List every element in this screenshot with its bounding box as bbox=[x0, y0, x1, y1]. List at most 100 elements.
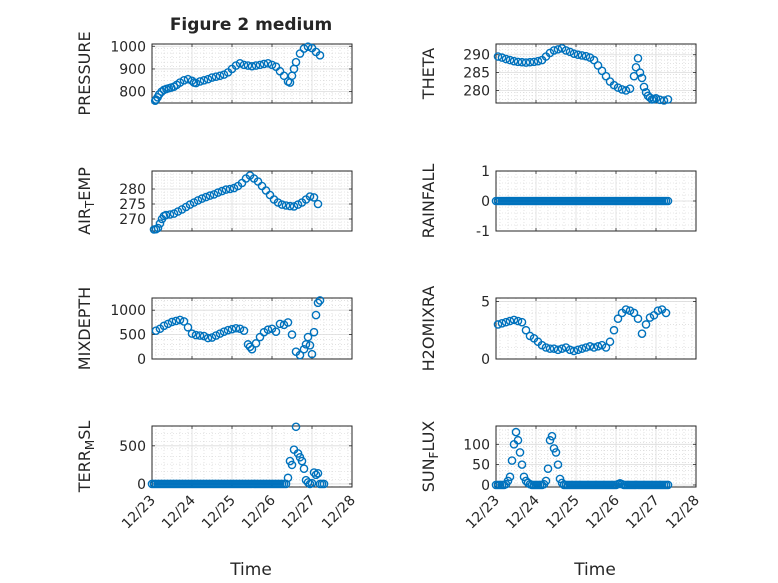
x-label-right: Time bbox=[573, 560, 616, 580]
data-point bbox=[313, 199, 323, 209]
data-point bbox=[195, 331, 205, 340]
y-tick-label: 0 bbox=[137, 352, 146, 368]
subplot-pressure: 800 900 1000 PRESSURE bbox=[75, 31, 353, 116]
data-point bbox=[601, 343, 611, 352]
data-point bbox=[519, 472, 529, 482]
data-point bbox=[311, 310, 321, 320]
data-point bbox=[215, 71, 225, 81]
data-point bbox=[557, 478, 567, 488]
y-axis-label: THETA bbox=[419, 48, 438, 100]
data-point bbox=[313, 468, 323, 478]
data-point bbox=[153, 223, 163, 233]
data-point bbox=[203, 74, 213, 84]
data-point bbox=[287, 460, 297, 470]
data-point bbox=[509, 315, 519, 325]
data-point bbox=[497, 53, 507, 62]
axes-box bbox=[495, 43, 697, 104]
data-point bbox=[255, 60, 265, 70]
x-label-left: Time bbox=[229, 560, 272, 580]
subplot-mixdepth: 0 500 1000 MIXDEPTH bbox=[75, 287, 353, 370]
data-point bbox=[309, 193, 319, 202]
y-tick-label: 1 bbox=[481, 164, 490, 180]
data-point bbox=[557, 344, 567, 353]
data-point bbox=[199, 76, 209, 85]
data-point bbox=[303, 332, 313, 342]
data-point bbox=[555, 474, 565, 484]
y-axis-label: SUNFLUX bbox=[419, 421, 441, 493]
data-point bbox=[295, 350, 305, 360]
data-point bbox=[633, 54, 643, 63]
data-point bbox=[175, 315, 185, 325]
data-point bbox=[543, 464, 553, 474]
data-point bbox=[509, 56, 519, 66]
data-point bbox=[653, 306, 663, 315]
data-point bbox=[309, 468, 319, 477]
data-point bbox=[183, 322, 193, 332]
y-tick-label: 270 bbox=[119, 212, 146, 228]
y-tick-label: 280 bbox=[119, 182, 146, 198]
data-point bbox=[513, 316, 523, 326]
data-point bbox=[163, 319, 173, 329]
data-point bbox=[191, 78, 201, 88]
data-point bbox=[151, 326, 161, 335]
data-point bbox=[633, 314, 643, 324]
data-point bbox=[251, 339, 261, 348]
data-point bbox=[497, 319, 507, 328]
data-point bbox=[307, 478, 317, 488]
y-label-part: LUX bbox=[419, 421, 438, 452]
data-point bbox=[565, 47, 575, 57]
y-tick-label: -1 bbox=[476, 224, 490, 240]
y-label-subscript: F bbox=[427, 451, 441, 458]
data-point bbox=[533, 56, 543, 66]
data-point bbox=[655, 95, 665, 105]
y-axis-label: RAINFALL bbox=[419, 164, 438, 239]
data-point bbox=[155, 219, 165, 228]
data-point bbox=[573, 50, 583, 60]
data-point bbox=[659, 96, 669, 105]
data-point bbox=[613, 83, 623, 92]
data-point bbox=[235, 58, 245, 68]
y-tick-label: 800 bbox=[119, 85, 146, 101]
data-point bbox=[283, 473, 293, 483]
data-point bbox=[585, 342, 595, 351]
subplot-rainfall: -1 0 1 RAINFALL bbox=[419, 164, 697, 240]
data-point bbox=[601, 71, 611, 81]
data-point bbox=[227, 324, 237, 334]
data-point bbox=[621, 305, 631, 314]
data-point bbox=[277, 200, 287, 209]
data-point bbox=[547, 431, 557, 441]
data-point bbox=[511, 427, 521, 437]
data-point bbox=[303, 478, 313, 487]
data-point bbox=[635, 68, 645, 77]
data-point bbox=[299, 344, 309, 354]
data-point bbox=[285, 201, 295, 211]
axes-box bbox=[495, 297, 697, 360]
data-point bbox=[171, 316, 181, 326]
figure-title: Figure 2 medium bbox=[170, 15, 332, 35]
data-point bbox=[631, 62, 641, 72]
data-point bbox=[263, 325, 273, 335]
y-axis-label: PRESSURE bbox=[75, 31, 94, 115]
data-point bbox=[639, 82, 649, 92]
y-tick-label: 50 bbox=[472, 458, 490, 474]
data-point bbox=[179, 317, 189, 326]
data-point bbox=[645, 93, 655, 102]
y-tick-label: 5 bbox=[481, 294, 490, 310]
data-point bbox=[271, 327, 281, 336]
data-point bbox=[561, 46, 571, 55]
data-point bbox=[267, 60, 277, 70]
data-point bbox=[573, 345, 583, 355]
data-point bbox=[251, 61, 261, 70]
y-tick-label: 500 bbox=[119, 439, 146, 455]
data-point bbox=[629, 71, 639, 81]
data-point bbox=[223, 325, 233, 335]
data-point bbox=[215, 329, 225, 338]
data-point bbox=[501, 317, 511, 327]
data-point bbox=[275, 319, 285, 329]
data-point bbox=[629, 308, 639, 318]
axes-box bbox=[151, 43, 353, 104]
data-point bbox=[569, 49, 579, 58]
data-point bbox=[593, 342, 603, 351]
